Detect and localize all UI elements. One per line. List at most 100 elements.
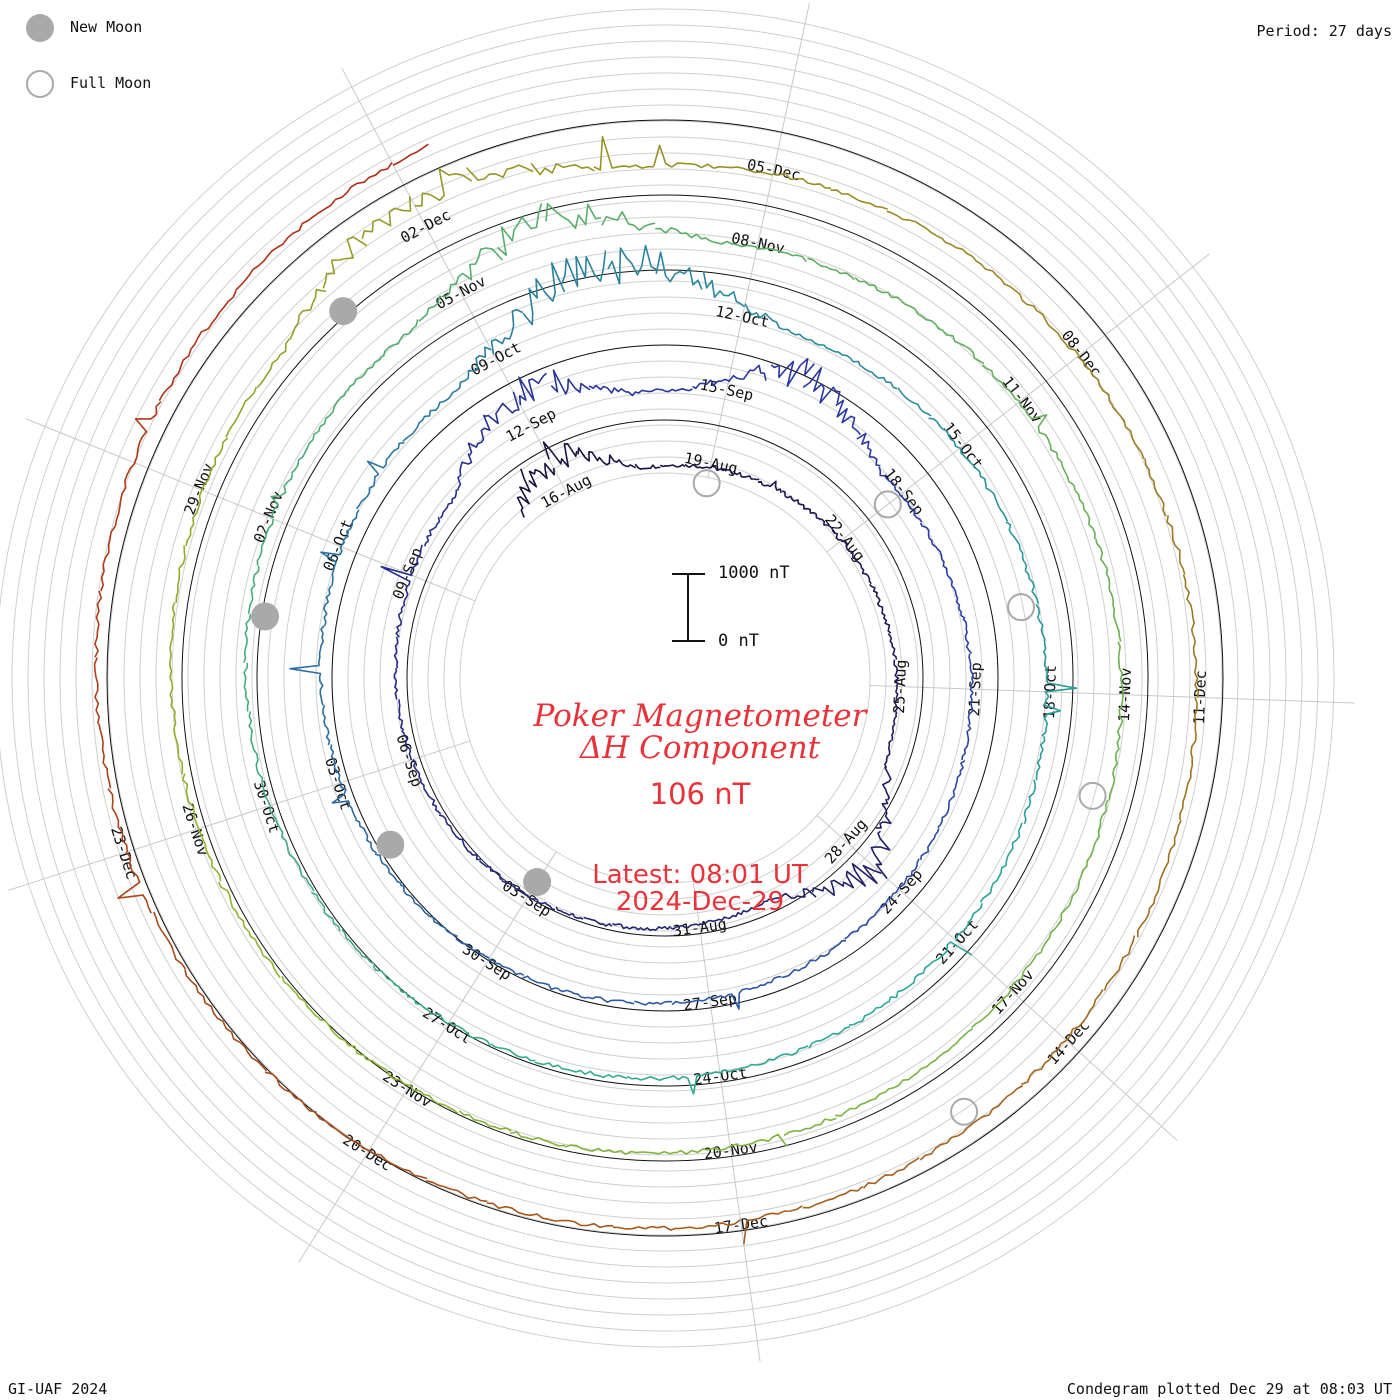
series-segment — [873, 888, 899, 917]
series-segment — [456, 453, 473, 491]
series-segment — [478, 860, 504, 882]
series-segment — [612, 1225, 678, 1231]
series-segment — [950, 584, 966, 619]
day-spoke — [869, 684, 1355, 704]
series-segment — [634, 463, 661, 471]
grid-ring — [107, 120, 1223, 1236]
grid-ring — [91, 104, 1239, 1252]
series-segment — [558, 989, 598, 1000]
series-segment — [528, 462, 556, 488]
scale-top-label: 1000 nT — [718, 563, 790, 583]
series-segment — [465, 164, 534, 181]
series-segment — [856, 560, 872, 585]
series-segment — [619, 1149, 676, 1156]
grid-ring — [299, 312, 1031, 1044]
grid-ring — [363, 376, 967, 980]
series-segment — [448, 1021, 491, 1047]
series-segment — [1192, 635, 1200, 698]
date-tick-label: 20-Nov — [703, 1138, 759, 1163]
series-segment — [366, 441, 405, 475]
series-segment — [955, 903, 983, 942]
day-spoke — [8, 740, 471, 891]
series-segment — [719, 1062, 766, 1074]
full-moon-icon — [26, 70, 54, 98]
series-segment — [971, 1085, 1024, 1125]
series-segment — [1137, 878, 1162, 938]
grid-ring — [315, 328, 1015, 1028]
series-segment — [318, 1018, 363, 1056]
series-segment — [1005, 521, 1025, 563]
series-segment — [625, 388, 659, 397]
grid-ring — [139, 152, 1191, 1204]
date-tick-label: 02-Dec — [397, 206, 453, 247]
series-segment — [522, 262, 566, 326]
full-moon-marker — [1078, 781, 1107, 810]
series-segment — [754, 897, 782, 909]
series-segment — [490, 1043, 536, 1062]
series-segment — [486, 1202, 550, 1221]
series-segment — [322, 705, 331, 746]
date-tick-label: 25-Aug — [890, 659, 910, 714]
date-tick-label: 05-Nov — [433, 272, 489, 313]
series-segment — [583, 916, 613, 927]
series-segment — [1065, 989, 1104, 1042]
series-segment — [888, 972, 925, 1003]
series-segment — [854, 277, 903, 302]
series-segment — [248, 711, 259, 760]
series-segment — [414, 168, 473, 207]
day-spoke — [826, 253, 1210, 553]
series-segment — [270, 473, 294, 519]
series-segment — [331, 782, 358, 820]
series-segment — [588, 384, 626, 394]
series-segment — [702, 271, 745, 308]
series-segment — [1023, 779, 1036, 825]
series-segment — [317, 390, 348, 432]
series-segment — [548, 1218, 614, 1229]
series-segment — [634, 1000, 673, 1006]
grid-ring — [75, 88, 1255, 1268]
scale-bar — [672, 573, 705, 642]
new-moon-marker — [251, 602, 280, 631]
series-segment — [542, 441, 578, 468]
series-segment — [1018, 401, 1051, 445]
series-segment — [783, 328, 824, 346]
series-segment — [181, 773, 200, 830]
series-segment — [1111, 406, 1145, 460]
series-segment — [194, 290, 237, 345]
series-segment — [402, 410, 432, 442]
series-segment — [862, 1157, 920, 1189]
day-spoke — [298, 851, 557, 1263]
series-segment — [699, 916, 728, 926]
series-segment — [1092, 799, 1109, 852]
series-segment — [596, 996, 635, 1005]
latest-time: Latest: 08:01 UT — [592, 860, 808, 890]
day-spoke — [341, 68, 570, 498]
series-segment — [287, 850, 315, 892]
grid-ring — [0, 8, 1335, 1348]
grid-ring — [187, 200, 1143, 1156]
series-segment — [684, 463, 711, 470]
series-segment — [772, 172, 832, 190]
series-segment — [100, 525, 116, 592]
series-segment — [247, 565, 260, 614]
series-segment — [743, 1205, 803, 1245]
series-segment — [158, 343, 196, 401]
series-segment — [315, 1112, 370, 1152]
baseline-ring — [181, 194, 1149, 1162]
series-segment — [653, 144, 714, 169]
series-segment — [756, 247, 807, 263]
series-segment — [952, 760, 966, 796]
baseline-ring — [331, 344, 999, 1012]
series-segment — [425, 912, 458, 938]
grid-ring — [251, 264, 1079, 1092]
series-segment — [922, 941, 973, 974]
series-segment — [256, 338, 291, 389]
series-segment — [382, 319, 419, 358]
series-segment — [781, 490, 805, 506]
day-spoke — [692, 880, 761, 1362]
series-segment — [593, 135, 654, 171]
series-segment — [939, 551, 954, 586]
series-segment — [612, 922, 642, 931]
series-segment — [811, 879, 845, 897]
series-segment — [881, 766, 892, 801]
